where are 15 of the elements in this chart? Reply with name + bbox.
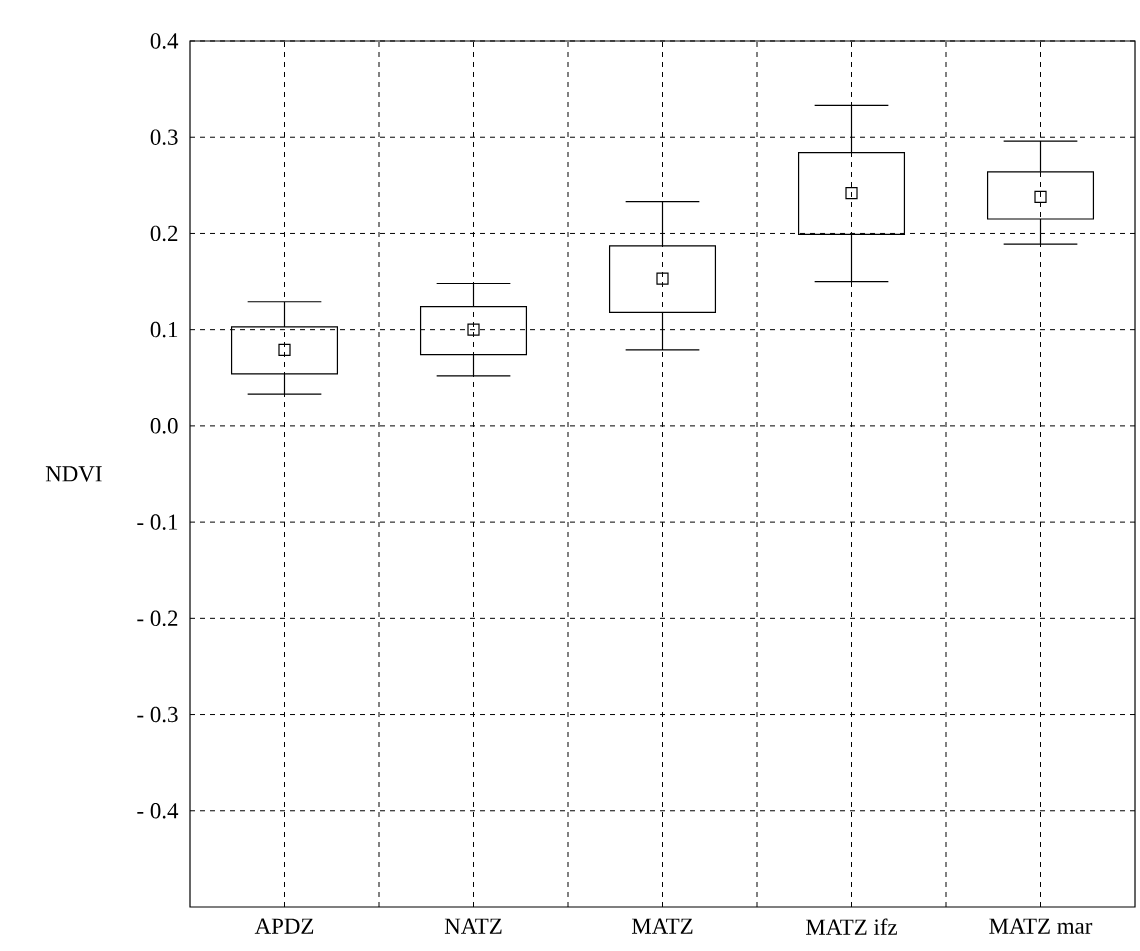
- x-tick-label: MATZ mar: [989, 918, 1093, 934]
- y-tick-label: 0.3: [150, 129, 178, 146]
- y-tick-label: - 0.2: [137, 610, 178, 627]
- y-axis-title: NDVI: [45, 466, 102, 482]
- y-tick-label: - 0.3: [137, 706, 178, 723]
- y-tick-label: 0.4: [150, 33, 179, 49]
- x-tick-label: MATZ ifz: [806, 918, 897, 935]
- y-tick-label: - 0.1: [137, 514, 178, 530]
- x-tick-label: APDZ: [254, 918, 314, 934]
- x-tick-label: NATZ: [444, 918, 502, 934]
- y-tick-label: 0.0: [150, 418, 178, 434]
- y-tick-label: - 0.4: [137, 802, 179, 819]
- y-tick-label: 0.2: [150, 225, 178, 242]
- y-tick-label: 0.1: [150, 321, 178, 338]
- x-tick-label: MATZ: [631, 918, 693, 934]
